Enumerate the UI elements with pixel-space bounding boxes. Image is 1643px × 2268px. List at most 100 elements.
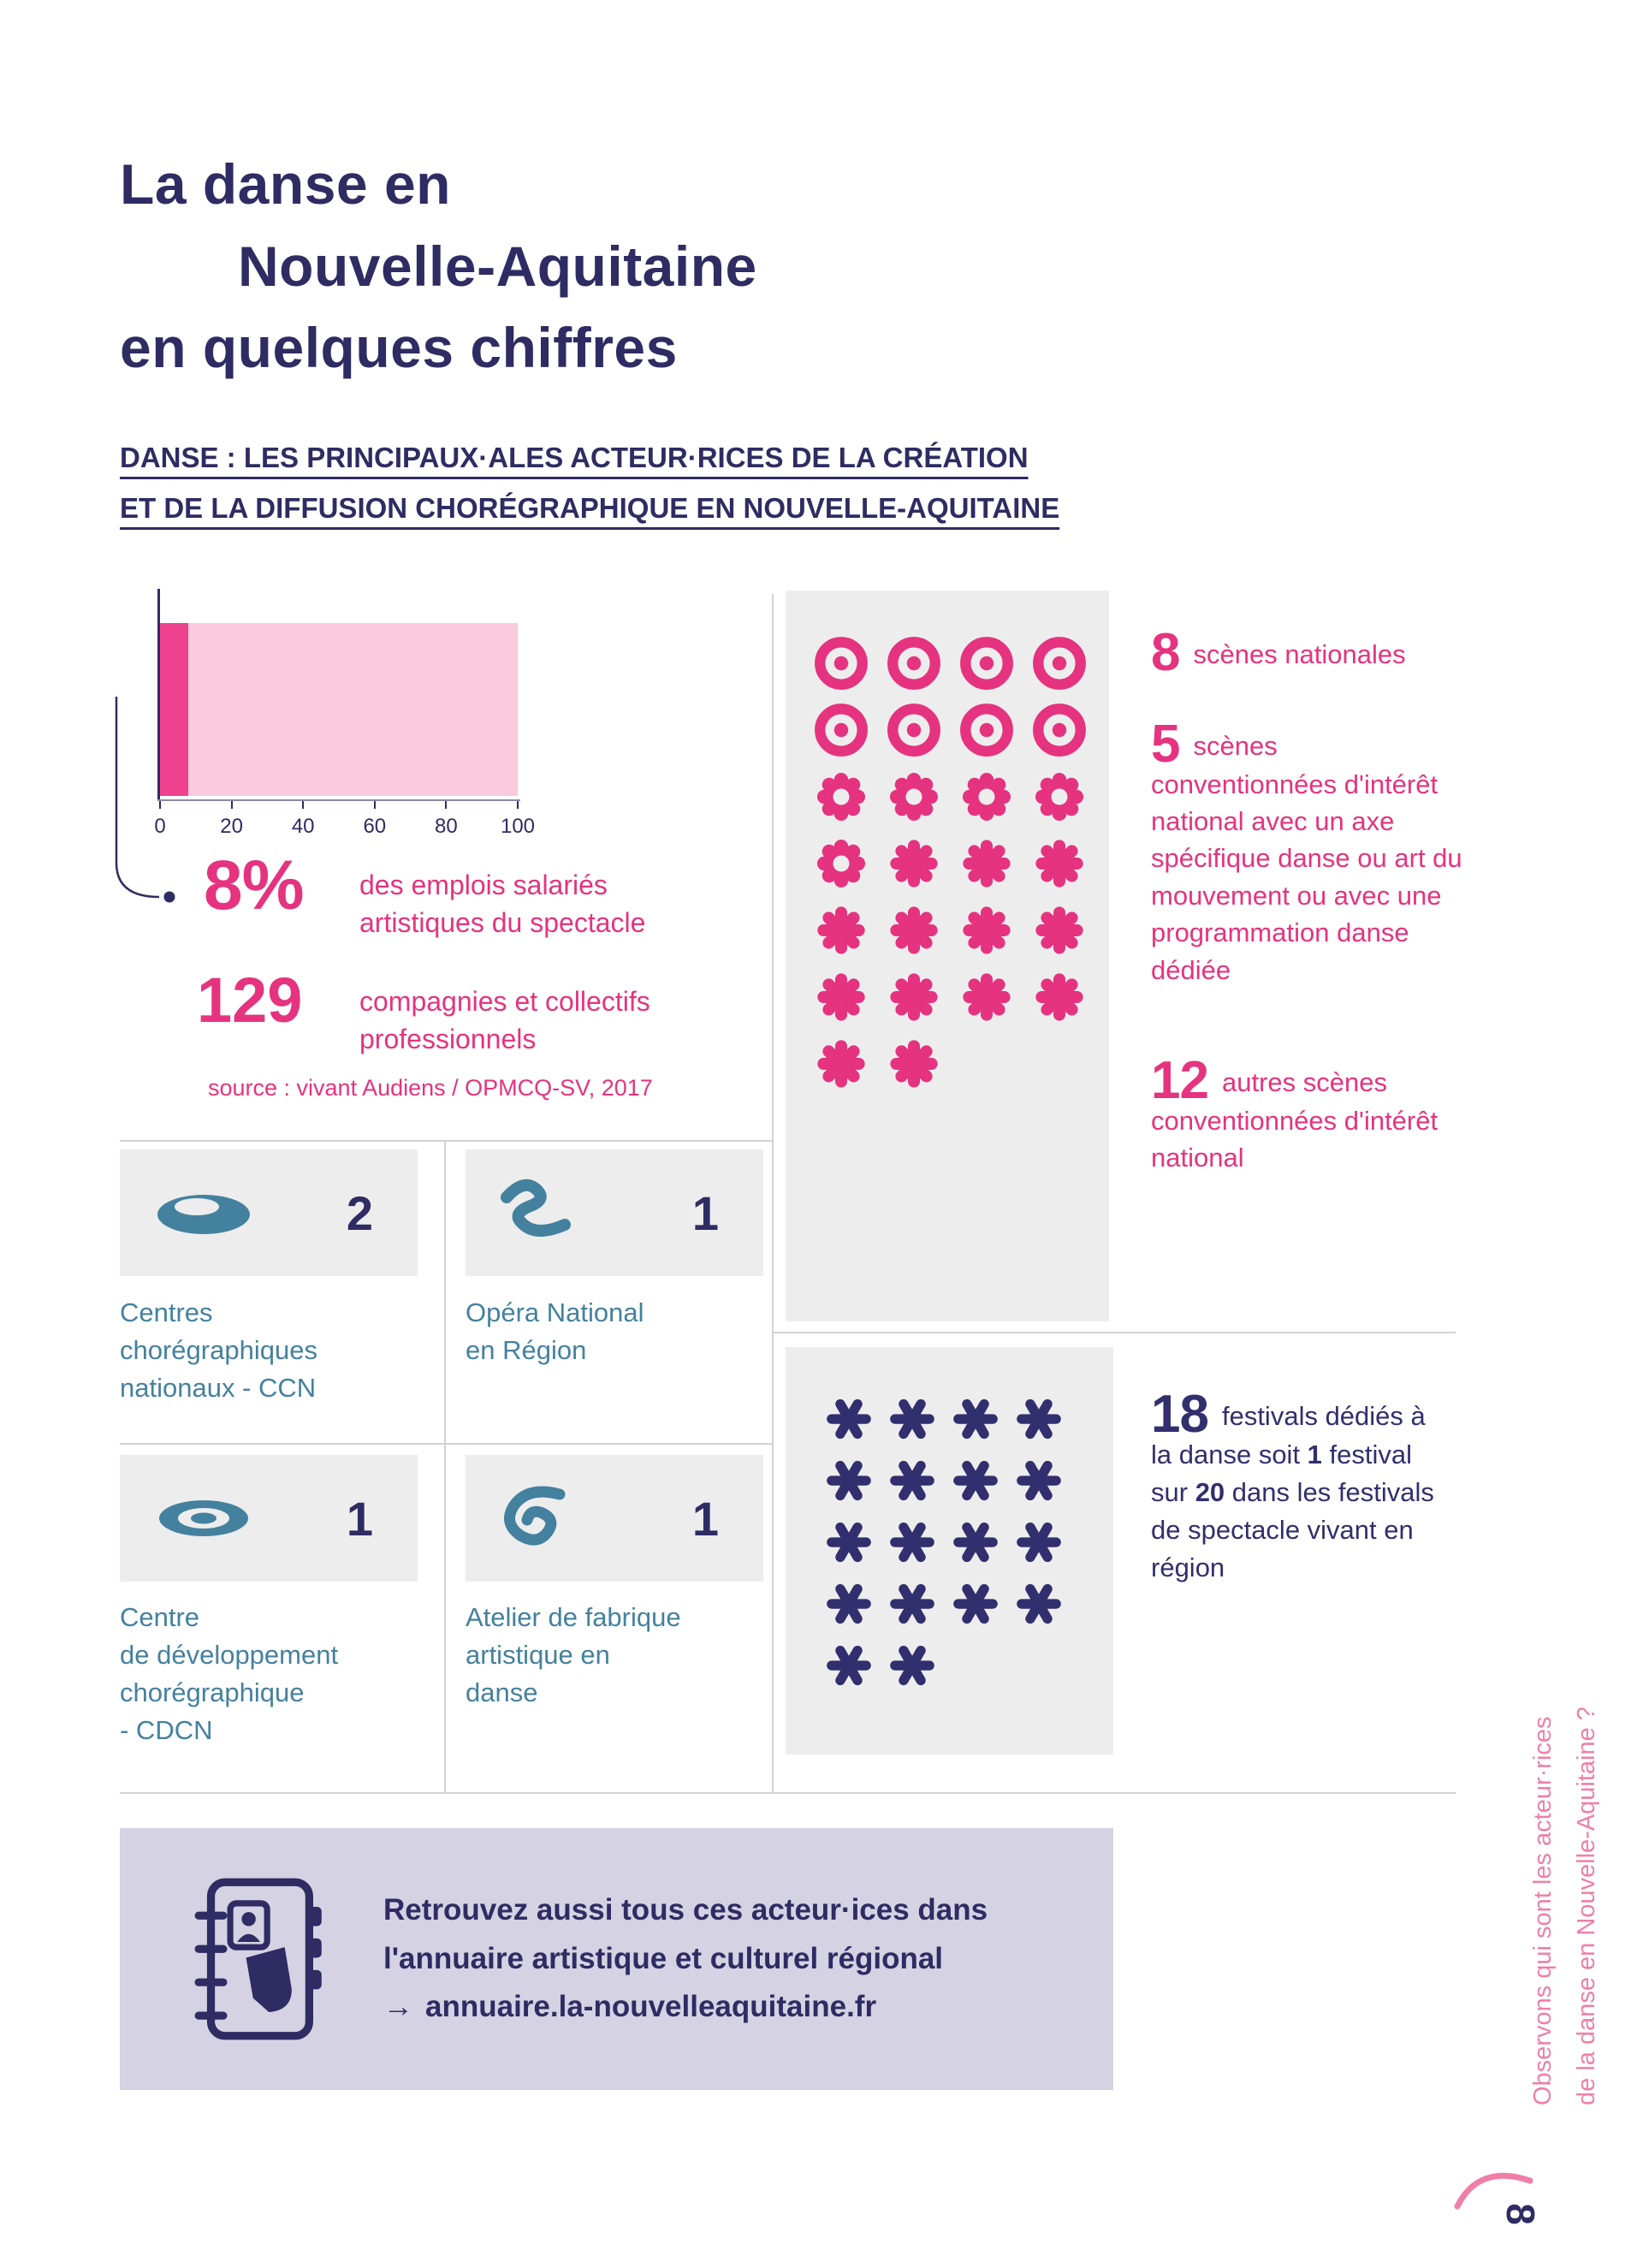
- festival-icon: [827, 1583, 871, 1624]
- icon-row: [825, 1518, 1063, 1566]
- x-axis-tick-label: 80: [435, 815, 458, 838]
- autre-scene-icon: [963, 840, 1011, 888]
- festival-icon: [1017, 1583, 1061, 1624]
- stat-percent-value: 8%: [204, 846, 305, 924]
- festival-icon: [827, 1645, 871, 1686]
- x-axis-tick: [373, 801, 376, 809]
- fabrique-spiral-icon: [504, 1486, 566, 1546]
- x-axis-tick: [230, 801, 233, 809]
- festivals-text: dans les festivals de spectacle vivant e…: [1151, 1476, 1434, 1582]
- festival-icon: [890, 1522, 934, 1563]
- x-axis-tick: [302, 801, 305, 809]
- autre-scene-icon: [1035, 906, 1083, 954]
- scenes-nationales-text: scènes nationales: [1193, 639, 1406, 669]
- cdcn-label-line: chorégraphique: [120, 1677, 305, 1708]
- fabrique-label-line: artistique en: [466, 1640, 610, 1671]
- icon-row: [825, 1457, 1063, 1505]
- icon-row: [813, 1036, 1088, 1092]
- scene-nationale-icon: [887, 704, 940, 757]
- directory-text-line: l'annuaire artistique et culturel région…: [383, 1941, 944, 1975]
- ccn-label: Centres chorégraphiques nationaux - CCN: [120, 1294, 317, 1407]
- scene-conventionnee-icon: [816, 839, 866, 888]
- icon-row: [825, 1580, 1063, 1628]
- vertical-divider-main: [772, 594, 774, 1794]
- opera-label-line: en Région: [466, 1335, 587, 1366]
- scene-conventionnee-icon: [889, 772, 939, 822]
- opera-label: Opéra National en Région: [466, 1294, 644, 1369]
- festival-icon: [827, 1460, 871, 1501]
- icon-row: [813, 969, 1088, 1025]
- autres-scenes-note: 12 autres scènes conventionnées d'intérêt…: [1151, 1054, 1463, 1176]
- scene-nationale-icon: [815, 637, 868, 690]
- scenes-nationales-note: 8 scènes nationales: [1151, 626, 1463, 680]
- sidebar-vertical-note: Observons qui sont les acteur·rices de l…: [1521, 1639, 1609, 2105]
- scene-nationale-icon: [815, 704, 868, 757]
- vertical-divider-grid-mid: [444, 1140, 446, 1794]
- scene-nationale-icon: [960, 704, 1013, 757]
- directory-panel: Retrouvez aussi tous ces acteur·ices dan…: [120, 1828, 1113, 2090]
- festival-icon: [953, 1398, 998, 1440]
- festivals-text: festivals dédiés à la danse soit: [1151, 1401, 1426, 1469]
- arrow-right-icon: →: [383, 1990, 413, 2024]
- scene-nationale-icon: [887, 637, 940, 690]
- x-axis-tick-label: 100: [500, 815, 536, 838]
- horizontal-divider-right: [772, 1332, 1456, 1333]
- festivals-ratio-numerator: 1: [1307, 1439, 1322, 1469]
- stat-percent-label: des emplois salariés artistiques du spec…: [359, 866, 645, 941]
- festival-icon: [827, 1398, 871, 1440]
- festivals-count: 18: [1151, 1385, 1209, 1444]
- stat-percent-label-line: des emplois salariés: [359, 870, 608, 900]
- scenes-conventionnees-count: 5: [1151, 715, 1180, 774]
- cdcn-label-line: - CDCN: [120, 1715, 213, 1746]
- sidebar-note-line: Observons qui sont les acteur·rices: [1529, 1716, 1557, 2105]
- icon-row: [825, 1395, 1063, 1443]
- autre-scene-icon: [817, 906, 865, 954]
- autre-scene-icon: [890, 973, 938, 1021]
- autres-scenes-text: autres scènes conventionnées d'intérêt n…: [1151, 1067, 1438, 1173]
- icon-row: [813, 702, 1088, 758]
- icon-row: [825, 1642, 1063, 1689]
- ccn-disc-icon: [157, 1195, 250, 1234]
- data-source: source : vivant Audiens / OPMCQ-SV, 2017: [208, 1075, 653, 1101]
- cdcn-box: 1: [120, 1455, 418, 1582]
- stat-companies-value: 129: [197, 965, 303, 1036]
- directory-text: Retrouvez aussi tous ces acteur·ices dan…: [383, 1886, 988, 2032]
- cdcn-label: Centre de développement chorégraphique -…: [120, 1599, 338, 1749]
- festival-icon: [1017, 1460, 1061, 1501]
- fabrique-count: 1: [691, 1491, 719, 1546]
- horizontal-divider-bottom: [120, 1792, 1456, 1794]
- horizontal-divider-grid-mid: [120, 1443, 772, 1445]
- x-axis-tick: [517, 801, 519, 809]
- directory-link[interactable]: annuaire.la-nouvelleaquitaine.fr: [425, 1990, 877, 2024]
- chart-leader-line: [115, 697, 175, 903]
- scene-conventionnee-icon: [1035, 772, 1084, 822]
- festival-icon: [890, 1398, 934, 1440]
- scene-conventionnee-icon: [816, 772, 866, 822]
- x-axis-tick: [445, 801, 448, 809]
- autre-scene-icon: [890, 1040, 938, 1088]
- festival-icon: [953, 1522, 998, 1563]
- scene-nationale-icon: [1033, 637, 1086, 690]
- fabrique-box: 1: [466, 1455, 763, 1582]
- autre-scene-icon: [817, 1040, 865, 1088]
- x-axis-tick-label: 0: [154, 815, 166, 838]
- opera-label-line: Opéra National: [466, 1297, 644, 1327]
- autres-scenes-count: 12: [1151, 1051, 1209, 1110]
- address-book-icon: [194, 1878, 322, 2040]
- title-line-3: en quelques chiffres: [120, 316, 678, 380]
- horizontal-divider-grid-top: [120, 1140, 772, 1142]
- ccn-label-line: Centres: [120, 1297, 213, 1327]
- subtitle-line-1: DANSE : LES PRINCIPAUX·ALES ACTEUR·RICES…: [120, 442, 1029, 473]
- autre-scene-icon: [890, 840, 938, 888]
- festival-icon: [827, 1522, 871, 1563]
- scene-conventionnee-icon: [962, 772, 1011, 822]
- festivals-text: festival sur: [1151, 1439, 1413, 1507]
- cdcn-label-line: Centre: [120, 1602, 200, 1632]
- scenes-nationales-count: 8: [1151, 623, 1180, 682]
- stat-companies-label: compagnies et collectifs professionnels: [359, 983, 650, 1058]
- chart-value-bar: [160, 623, 189, 796]
- festivals-ratio-denominator: 20: [1195, 1476, 1225, 1507]
- chart-x-axis: [157, 799, 520, 801]
- festival-icon: [1017, 1522, 1061, 1563]
